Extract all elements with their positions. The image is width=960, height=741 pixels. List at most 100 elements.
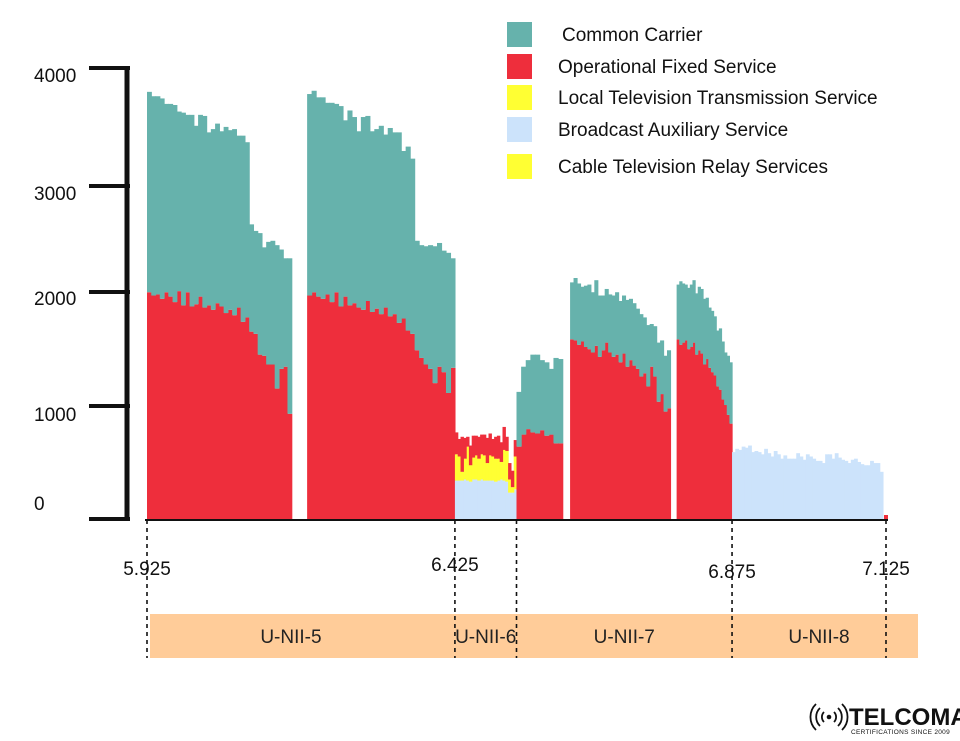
bar-operational-fixed-service (471, 435, 476, 458)
bar-common-carrier (432, 246, 438, 384)
bar-common-carrier (558, 359, 564, 444)
bar-operational-fixed-service (342, 296, 349, 520)
x-tick-label: 6.875 (708, 562, 756, 583)
bar-common-carrier (729, 362, 733, 424)
bar-local-television-transmission-service (474, 455, 478, 480)
bar-operational-fixed-service (164, 292, 169, 520)
bar-operational-fixed-service (703, 364, 707, 520)
bar-operational-fixed-service (365, 301, 371, 520)
bar-common-carrier (553, 357, 559, 444)
x-tick-label: 7.125 (862, 559, 910, 580)
bar-broadcast-auxiliary-service (454, 480, 459, 520)
bar-common-carrier (360, 117, 366, 310)
bar-common-carrier (185, 114, 191, 293)
bar-common-carrier (618, 301, 623, 363)
bar-operational-fixed-service (697, 350, 701, 520)
bar-common-carrier (608, 294, 613, 353)
bar-operational-fixed-service (676, 339, 680, 520)
bar-operational-fixed-service (656, 401, 661, 520)
bar-common-carrier (583, 285, 588, 347)
bar-operational-fixed-service (477, 436, 481, 459)
bar-broadcast-auxiliary-service (494, 481, 498, 520)
bar-common-carrier (642, 317, 647, 374)
bar-local-television-transmission-service (463, 458, 467, 480)
bar-operational-fixed-service (151, 295, 157, 520)
bar-operational-fixed-service (618, 362, 623, 520)
bar-common-carrier (445, 252, 452, 393)
bar-operational-fixed-service (360, 309, 366, 520)
bar-common-carrier (639, 314, 644, 377)
bar-operational-fixed-service (721, 399, 725, 520)
bar-operational-fixed-service (718, 389, 723, 520)
bar-local-television-transmission-service (513, 456, 518, 490)
bar-common-carrier (202, 115, 208, 308)
legend-swatch-local-television-transmission-service (507, 85, 532, 110)
bar-local-television-transmission-service (466, 446, 470, 481)
bar-common-carrier (441, 250, 447, 373)
bar-operational-fixed-service (884, 515, 888, 520)
bar-operational-fixed-service (387, 316, 393, 520)
bar-common-carrier (726, 355, 730, 415)
bar-common-carrier (700, 288, 704, 354)
bar-common-carrier (244, 142, 250, 318)
bar-common-carrier (198, 114, 203, 297)
bar-operational-fixed-service (423, 364, 429, 520)
bar-operational-fixed-service (325, 294, 331, 520)
axis-layer: 5.925 6.425 6.875 7.125 4000 3000 2000 1000 0 (34, 66, 910, 658)
x-tick-label: 5.925 (123, 559, 171, 580)
bar-operational-fixed-service (505, 436, 509, 452)
bar-common-carrier (316, 97, 322, 297)
legend-label: Cable Television Relay Services (558, 157, 828, 178)
bar-common-carrier (597, 295, 602, 357)
bar-operational-fixed-service (270, 364, 276, 520)
bar-common-carrier (687, 287, 691, 350)
bar-common-carrier (387, 127, 393, 317)
bar-common-carrier (716, 330, 720, 387)
bar-common-carrier (577, 283, 582, 345)
bar-broadcast-auxiliary-service (457, 480, 462, 520)
bar-common-carrier (159, 98, 165, 299)
bar-local-television-transmission-service (485, 463, 490, 481)
bar-operational-fixed-service (653, 376, 658, 520)
bar-operational-fixed-service (457, 438, 462, 457)
bar-operational-fixed-service (428, 368, 434, 520)
bar-broadcast-auxiliary-service (805, 454, 810, 520)
bar-operational-fixed-service (378, 314, 384, 520)
bar-operational-fixed-service (450, 367, 456, 520)
bar-common-carrier (689, 284, 694, 347)
bar-common-carrier (164, 103, 169, 293)
bar-common-carrier (721, 341, 725, 400)
bar-common-carrier (147, 91, 152, 293)
bar-common-carrier (622, 295, 627, 354)
bar-operational-fixed-service (710, 372, 715, 520)
bar-common-carrier (534, 354, 541, 434)
bar-common-carrier (703, 298, 707, 365)
bar-operational-fixed-service (159, 298, 165, 520)
bar-local-television-transmission-service (488, 455, 492, 481)
bar-common-carrier (590, 292, 595, 353)
bar-operational-fixed-service (608, 352, 613, 520)
bar-common-carrier (219, 131, 225, 307)
bar-common-carrier (274, 245, 280, 389)
bar-broadcast-auxiliary-service (854, 458, 858, 520)
band-u-nii-8 (732, 614, 918, 658)
bar-operational-fixed-service (401, 318, 407, 520)
bar-broadcast-auxiliary-service (783, 455, 788, 520)
bar-common-carrier (604, 288, 609, 343)
bar-broadcast-auxiliary-service (488, 480, 492, 520)
bar-common-carrier (573, 278, 578, 341)
bar-broadcast-auxiliary-service (502, 480, 506, 520)
bar-local-television-transmission-service (471, 457, 476, 480)
bar-operational-fixed-service (604, 342, 609, 520)
bar-common-carrier (287, 258, 293, 414)
legend-label: Common Carrier (562, 25, 703, 46)
bar-operational-fixed-service (667, 408, 672, 520)
bar-operational-fixed-service (405, 330, 411, 520)
bar-common-carrier (679, 281, 683, 345)
bar-common-carrier (223, 126, 229, 314)
bar-broadcast-auxiliary-service (767, 453, 772, 520)
bar-common-carrier (663, 355, 668, 412)
bar-common-carrier (392, 132, 398, 315)
bar-operational-fixed-service (628, 360, 633, 520)
bar-common-carrier (423, 246, 429, 365)
